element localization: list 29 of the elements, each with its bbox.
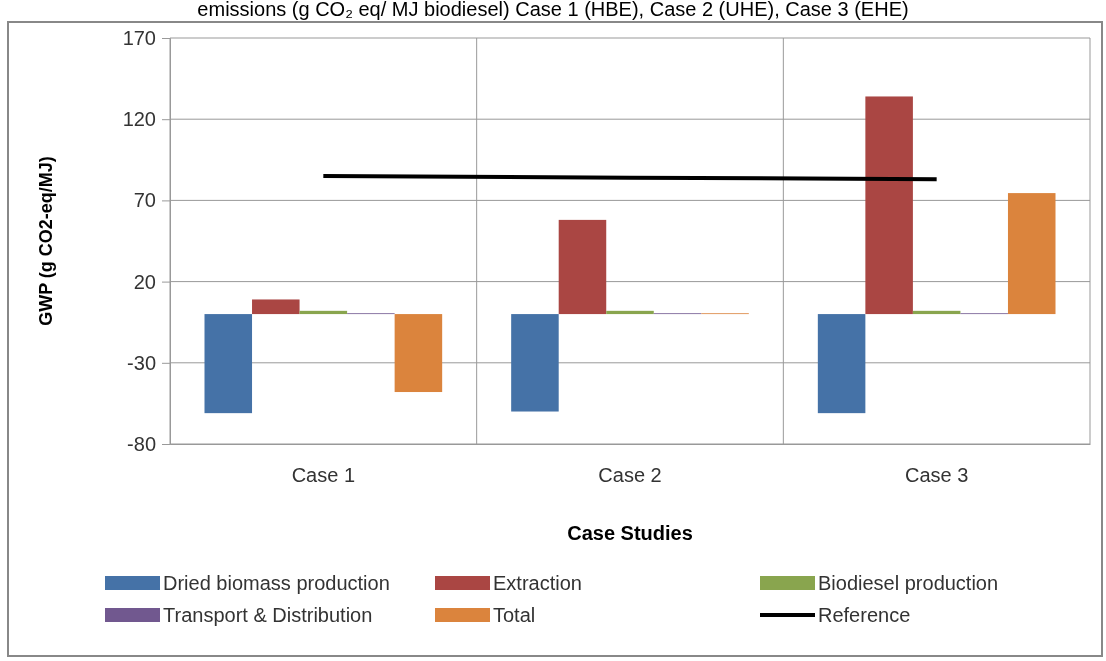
bar xyxy=(252,299,300,315)
y-axis-title: GWP (g CO2-eq/MJ) xyxy=(36,156,56,326)
chart-title: emissions (g CO₂ eq/ MJ biodiesel) Case 1 (HBE), Case 2 (UHE), Case 3 (EHE) xyxy=(197,0,909,20)
legend-label: Total xyxy=(493,604,536,626)
bar xyxy=(1007,193,1056,315)
bar xyxy=(865,96,913,315)
bar xyxy=(912,310,961,315)
legend-label: Transport & Distribution xyxy=(163,604,373,626)
y-tick-label: -80 xyxy=(127,432,156,455)
bar xyxy=(817,314,866,414)
y-tick-label: 70 xyxy=(133,189,156,212)
x-tick-label: Case 1 xyxy=(291,464,356,487)
y-tick-label: 120 xyxy=(122,108,156,131)
y-tick-label: -30 xyxy=(127,351,156,374)
legend-label: Reference xyxy=(818,604,911,626)
legend-label: Extraction xyxy=(493,572,582,594)
x-tick-label: Case 2 xyxy=(598,464,662,487)
legend-label: Biodiesel production xyxy=(818,572,999,594)
bar xyxy=(204,314,253,414)
bar xyxy=(299,310,348,315)
x-tick-label: Case 3 xyxy=(904,464,969,487)
legend-label: Dried biomass production xyxy=(163,572,390,594)
y-tick-label: 20 xyxy=(133,270,156,293)
bar xyxy=(511,314,559,412)
bar xyxy=(558,219,607,315)
bar xyxy=(394,314,443,393)
y-tick-label: 170 xyxy=(122,26,156,49)
bar xyxy=(606,310,654,315)
x-axis-title: Case Studies xyxy=(567,522,693,544)
